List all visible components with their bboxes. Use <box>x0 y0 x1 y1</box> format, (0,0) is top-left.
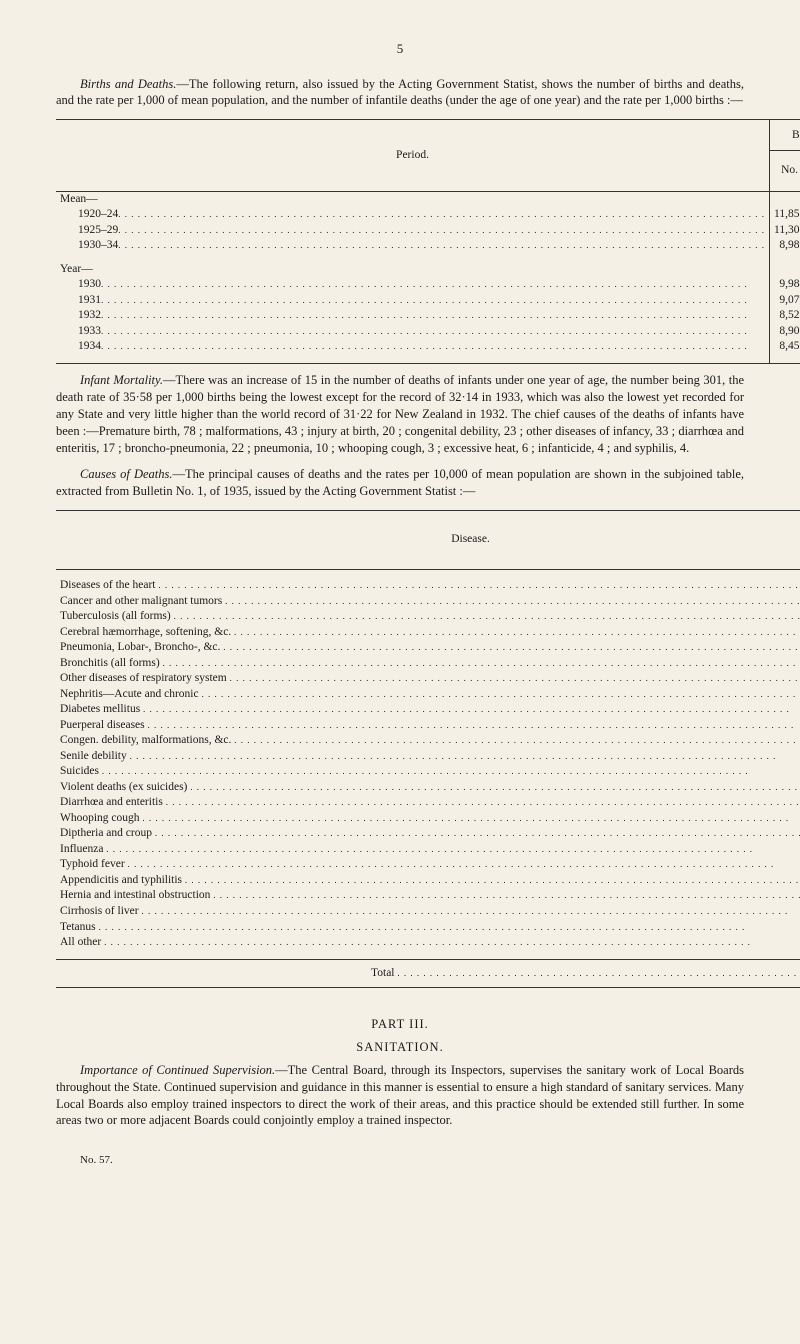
table-row: Bronchitis (all forms) 6469861·111·191·4… <box>56 656 800 672</box>
intro-lead: Births and Deaths. <box>80 77 176 91</box>
table-row: 1920–2411,85723·434,9019·6869358·45 <box>56 207 800 223</box>
sanitation-heading: SANITATION. <box>56 1039 744 1056</box>
table-row: Tetanus 171413·29·24·22 <box>56 920 800 936</box>
table-row: All other 73170281112·6512·0813·91 <box>56 935 800 951</box>
table-row: Cerebral hæmorrhage, softening, &c. 4434… <box>56 625 800 641</box>
table-row: Diarrhœa and enteritis 6833761·18·571·30 <box>56 795 800 811</box>
folio-number: No. 57. <box>56 1153 744 1168</box>
table-row: Influenza 123451·21·59·87 <box>56 842 800 858</box>
table-row: 19338,90015·324,9048·4428632·14 <box>56 324 800 340</box>
causes-paragraph: Causes of Deaths.—The principal causes o… <box>56 466 744 500</box>
infant-mortality-paragraph: Infant Mortality.—There was an increase … <box>56 372 744 456</box>
table-row: Puerperal diseases 444860·76·831·03 <box>56 718 800 734</box>
th-births-no: No. <box>770 150 800 191</box>
table-row: Tuberculosis (all forms) 2753032814·765·… <box>56 609 800 625</box>
table-row: Diseases of the heart 85781695714·8314·0… <box>56 578 800 594</box>
table-row: Nephritis—Acute and chronic 2542902604·3… <box>56 687 800 703</box>
page-number: 5 <box>56 40 744 58</box>
table-row: Appendicitis and typhilitis 363244·62·55… <box>56 873 800 889</box>
th-disease: Disease. <box>56 511 800 570</box>
table-row: 19319,07915·774,8888·4933136·46 <box>56 293 800 309</box>
table-row: Suicides 516078·881·031·34 <box>56 764 800 780</box>
group-label: Mean— <box>56 191 770 207</box>
table-row: Congen. debility, malformations, &c. 209… <box>56 733 800 749</box>
causes-of-death-table: Disease. Persons. Rates. 1932. 1933. 193… <box>56 510 800 988</box>
table-row: Pneumonia, Lobar-, Broncho-, &c. 3313264… <box>56 640 800 656</box>
part-heading: PART III. <box>56 1016 744 1033</box>
total-row: Total 4,9574,9045,40385·7584·4092·63 <box>56 959 800 988</box>
th-period: Period. <box>56 120 770 192</box>
table-row: Other diseases of respiratory system 102… <box>56 671 800 687</box>
mortality-lead: Infant Mortality. <box>80 373 163 387</box>
table-row: Diabetes mellitus 1131161101·952·001·89 <box>56 702 800 718</box>
table-row: Senile debility 3113153705·385·426·34 <box>56 749 800 765</box>
table-row: 1930–348,98915·545,0018·6534238·05 <box>56 238 800 254</box>
table-row: Typhoid fever 1324·22·03·07 <box>56 857 800 873</box>
sanitation-lead: Importance of Continued Supervision. <box>80 1063 275 1077</box>
group-label: Year— <box>56 262 770 278</box>
th-births: Births. <box>770 120 800 151</box>
births-deaths-table: Period. Births. Deaths. No. Rate. Total.… <box>56 119 800 364</box>
table-row: 19309,98417·424,8518·4648248·28 <box>56 277 800 293</box>
table-row: Whooping cough 4117·07·19·12 <box>56 811 800 827</box>
table-row: 19348,45914·505,4039·2630135·58 <box>56 339 800 355</box>
table-row: Cirrhosis of liver 172122·29·36·38 <box>56 904 800 920</box>
table-row: Violent deaths (ex suicides) 2722222954·… <box>56 780 800 796</box>
table-row: 1925–2911,30120·165,0348·9852646·54 <box>56 223 800 239</box>
intro-paragraph: Births and Deaths.—The following return,… <box>56 76 744 110</box>
table-row: Cancer and other malignant tumors 654679… <box>56 594 800 610</box>
causes-lead: Causes of Deaths. <box>80 467 173 481</box>
table-row: 19328,52114·744,9578·5831236·62 <box>56 308 800 324</box>
table-row: Hernia and intestinal obstruction 684155… <box>56 888 800 904</box>
sanitation-paragraph: Importance of Continued Supervision.—The… <box>56 1062 744 1130</box>
table-row: Diptheria and croup 111914·19·33·24 <box>56 826 800 842</box>
